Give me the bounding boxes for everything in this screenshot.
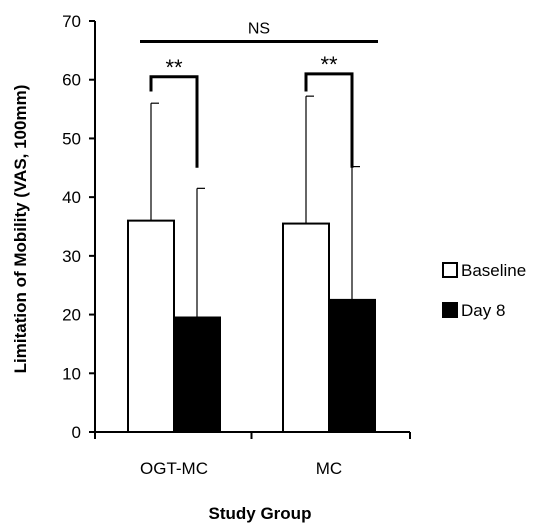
bar-day-8-mc	[328, 298, 376, 433]
y-tick-label: 10	[62, 364, 81, 383]
legend-swatch-baseline	[442, 262, 458, 278]
legend: Baseline Day 8	[442, 261, 526, 320]
legend-item-day-8: Day 8	[442, 301, 505, 320]
x-tick-label: MC	[316, 459, 342, 478]
legend-swatch-day-8	[442, 302, 458, 318]
significance-label: **	[165, 55, 183, 80]
legend-item-baseline: Baseline	[442, 261, 526, 280]
axes: 0 10 20 30 40 50 60 70 OGT-MC MC	[62, 12, 411, 478]
significance-label: **	[320, 52, 338, 77]
significance-bracket	[304, 72, 354, 168]
between-groups-label: NS	[248, 21, 270, 38]
significance-bracket	[149, 75, 199, 168]
y-tick-label: 20	[62, 306, 81, 325]
x-axis-title: Study Group	[209, 504, 312, 523]
legend-label-baseline: Baseline	[461, 261, 526, 280]
y-tick-label: 40	[62, 188, 81, 207]
bars-layer	[127, 95, 376, 433]
y-tick-label: 0	[72, 423, 81, 442]
bar-baseline-ogt-mc	[127, 219, 175, 433]
bar-day-8-ogt-mc	[173, 316, 221, 433]
y-tick-label: 30	[62, 247, 81, 266]
y-tick-label: 70	[62, 12, 81, 31]
x-tick-label: OGT-MC	[140, 459, 208, 478]
bar-baseline-mc	[282, 222, 330, 433]
legend-label-day-8: Day 8	[461, 301, 505, 320]
y-tick-label: 50	[62, 129, 81, 148]
y-axis-title: Limitation of Mobility (VAS, 100mm)	[11, 85, 30, 374]
significance-annotations: ** ** NS	[140, 21, 378, 168]
y-tick-label: 60	[62, 71, 81, 90]
